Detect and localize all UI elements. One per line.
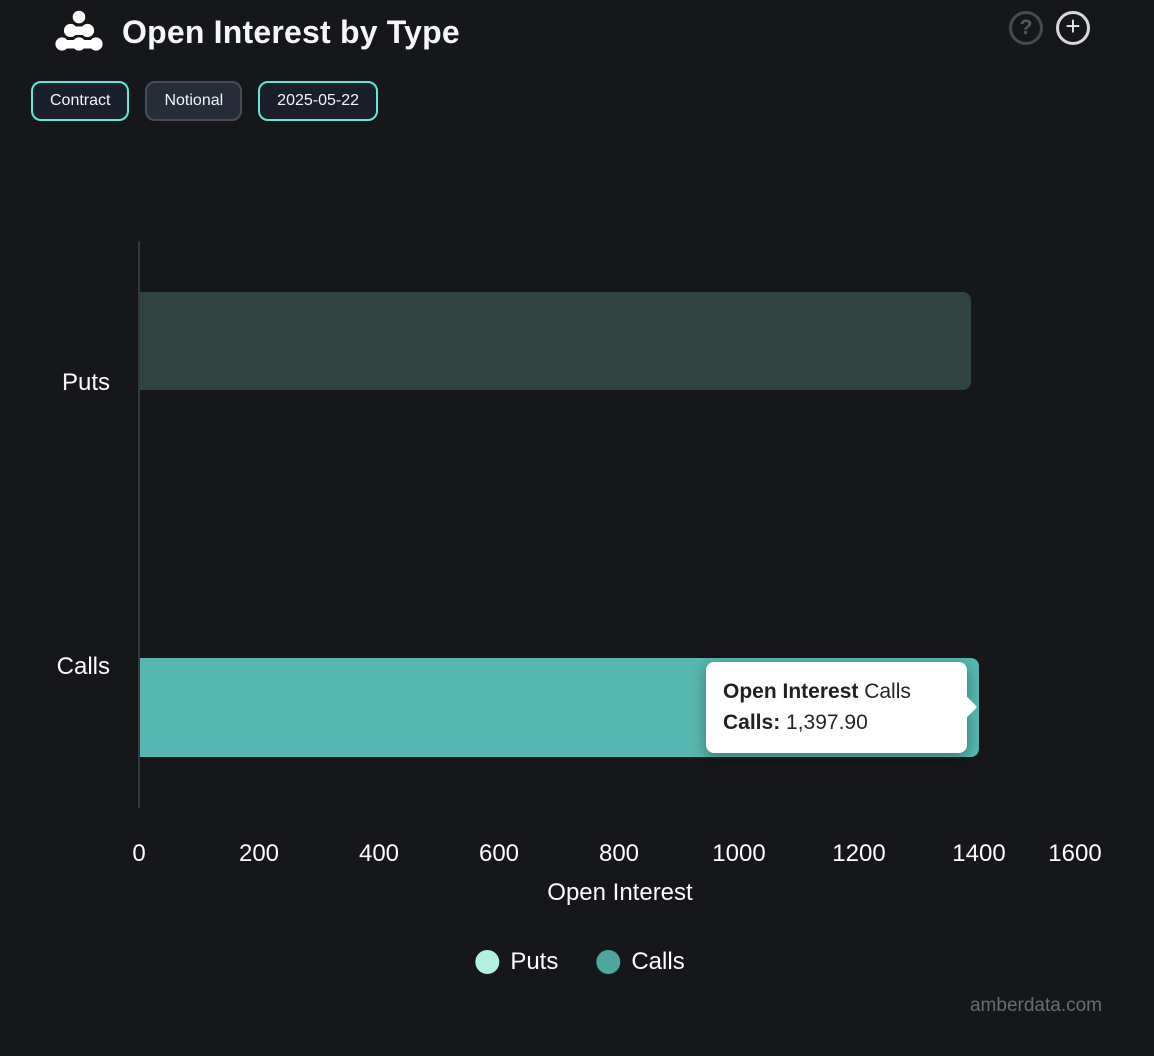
x-tick-label: 1600 xyxy=(1048,840,1102,867)
x-tick-label: 200 xyxy=(238,840,280,867)
x-tick-label: 1200 xyxy=(832,840,886,867)
legend: Puts Calls xyxy=(475,948,685,976)
legend-item-puts[interactable]: Puts xyxy=(475,948,558,976)
x-tick-label: 0 xyxy=(132,840,146,867)
tooltip: Open Interest Calls Calls: 1,397.90 xyxy=(706,662,978,753)
y-axis-line xyxy=(138,241,140,808)
date-button[interactable]: 2025-05-22 xyxy=(258,81,379,121)
legend-item-calls[interactable]: Calls xyxy=(596,948,685,976)
puts-swatch-icon xyxy=(475,950,500,974)
legend-label: Calls xyxy=(631,948,685,975)
contract-button[interactable]: Contract xyxy=(31,81,130,121)
notional-button[interactable]: Notional xyxy=(145,81,243,121)
x-tick-label: 600 xyxy=(478,840,520,867)
question-mark-glyph: ? xyxy=(1019,16,1033,39)
plus-glyph: + xyxy=(1065,11,1081,41)
tooltip-value-row: Calls: 1,397.90 xyxy=(723,711,868,734)
calls-swatch-icon xyxy=(596,950,621,974)
toolbar: Contract Notional 2025-05-22 xyxy=(31,81,379,121)
x-tick-label: 800 xyxy=(598,840,640,867)
amberdata-logo-icon xyxy=(55,10,103,51)
tooltip-title: Open Interest Calls xyxy=(723,680,911,703)
x-axis-title: Open Interest xyxy=(547,879,693,906)
y-axis-label-puts: Puts xyxy=(61,369,110,396)
x-tick-label: 1400 xyxy=(952,840,1006,867)
x-tick-label: 400 xyxy=(358,840,400,867)
x-tick-label: 1000 xyxy=(712,840,766,867)
page-title: Open Interest by Type xyxy=(122,14,460,50)
bar-puts[interactable] xyxy=(140,292,971,390)
watermark: amberdata.com xyxy=(969,995,1102,1016)
help-icon[interactable]: ? xyxy=(1009,11,1043,45)
add-icon[interactable]: + xyxy=(1056,11,1090,45)
header: Open Interest by Type ? + xyxy=(0,0,1154,64)
legend-label: Puts xyxy=(510,948,559,975)
y-axis-label-calls: Calls xyxy=(56,653,110,680)
